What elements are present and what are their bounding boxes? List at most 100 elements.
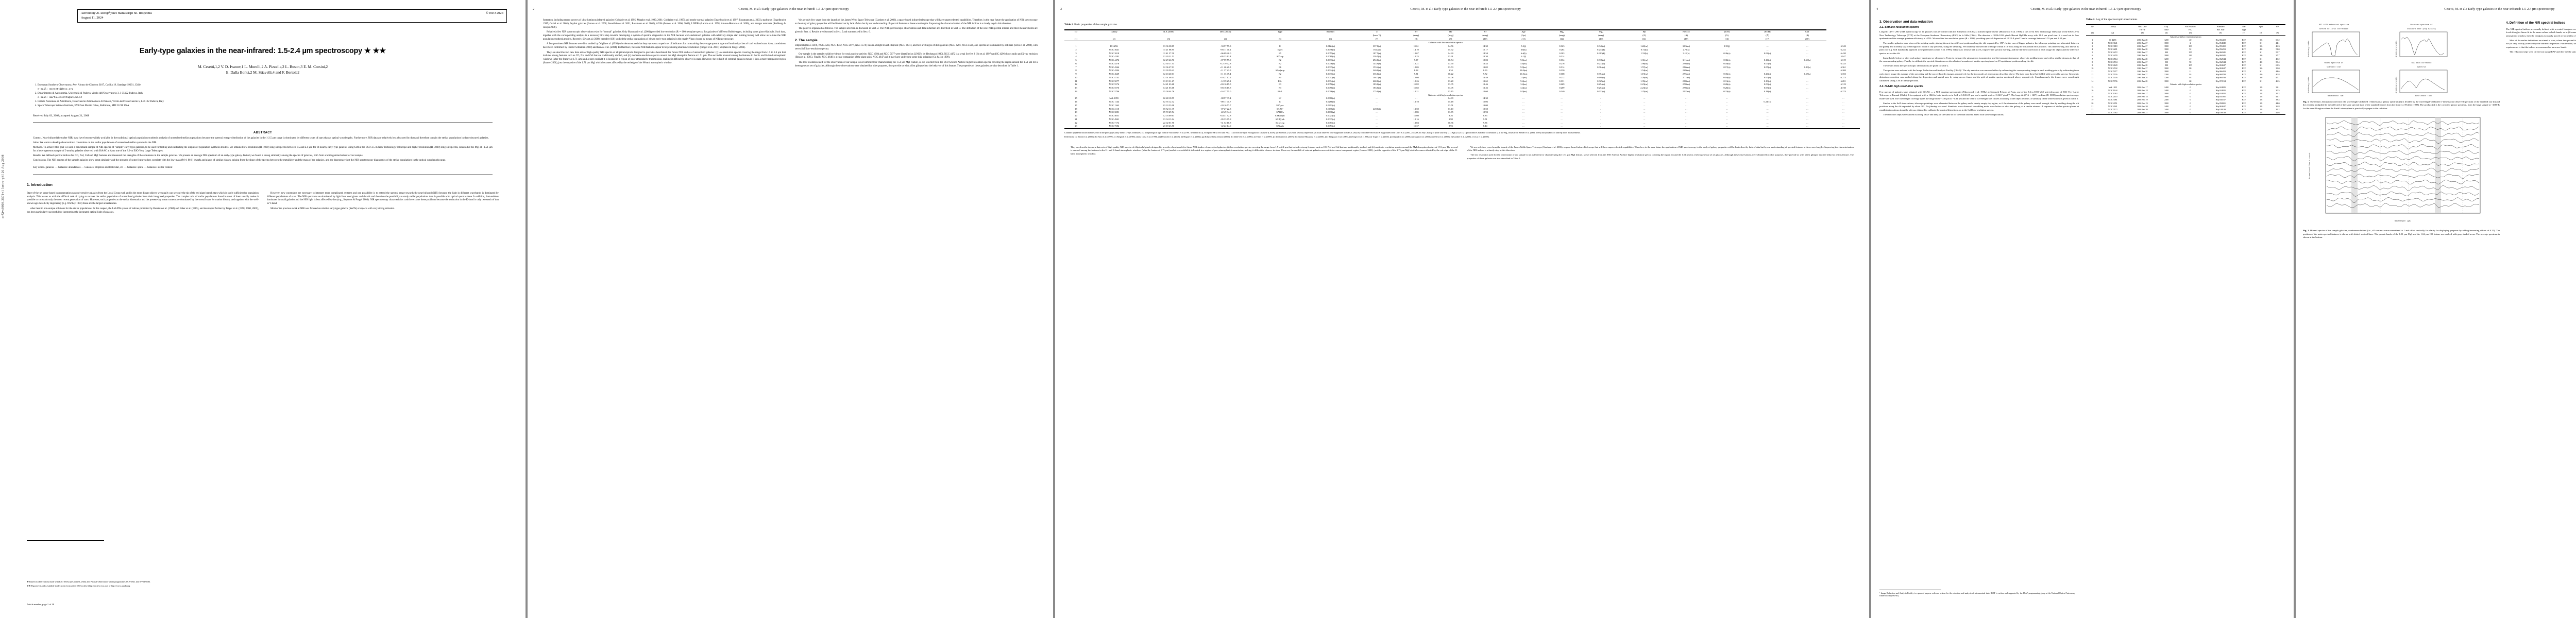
table-1-data-cell: 2.23(m) bbox=[1640, 87, 1648, 90]
table-1-data-cell: 0.276 bbox=[1559, 62, 1565, 65]
table-1-data-cell: SAB(rs)bc bbox=[1275, 114, 1285, 117]
table-2-data-cell: 2006 Feb 17 bbox=[2137, 92, 2148, 95]
table-1-data-cell: S0⁺ pec bbox=[1276, 104, 1284, 107]
table-1-data-cell: 0.323 bbox=[1559, 45, 1565, 48]
table-1-data-cell: 3.11(m) bbox=[1682, 59, 1690, 62]
table-1-data-cell: … bbox=[1842, 100, 1844, 104]
table-2-data-cell: Hip 055410 bbox=[2215, 44, 2226, 47]
table-1-data-cell: … bbox=[1842, 107, 1844, 110]
table-2-data-cell: 3.1 bbox=[2260, 70, 2263, 73]
table-2-colnum-cell: (7) bbox=[2235, 31, 2252, 36]
table-2-data-cell: B5V bbox=[2242, 89, 2246, 92]
article-number: Article number, page 1 of 18 bbox=[27, 603, 54, 606]
fig1-y-label: Arbitrary Units bbox=[2395, 77, 2398, 93]
table-1-data-cell: 9.51 bbox=[1483, 117, 1487, 121]
table-2-data-cell: 1.8 bbox=[2260, 89, 2263, 92]
table-2-data-cell: 19 bbox=[2091, 98, 2094, 101]
table-1-unit-cell: (mag) bbox=[1598, 33, 1604, 37]
table-1-data-cell: … bbox=[1842, 117, 1844, 121]
table-2-caption: Table 2. Log of the spectroscopic observ… bbox=[2086, 18, 2285, 22]
table-1-data-cell: … bbox=[1415, 104, 1417, 107]
table-1-data-cell: 22 bbox=[1075, 121, 1077, 124]
table-1-unit-cell: (mag) bbox=[1448, 33, 1454, 37]
table-row: 14 NGC 5796 2002 Jun 28 1800 60 Hip 072154 B5V… bbox=[2086, 80, 2285, 83]
table-1-data-cell: 10.36 bbox=[1448, 121, 1453, 124]
table-2-data-cell: Mrk 1055 bbox=[2108, 85, 2117, 89]
table-1-colnum-cell: (12) bbox=[1544, 37, 1579, 42]
table-2-data-cell: NGC 4649 bbox=[2108, 63, 2117, 66]
fig1-panel-c-title-1: Model spectrum of bbox=[2325, 62, 2344, 64]
table-1-data-cell: … bbox=[1826, 125, 1860, 129]
table-1-data-cell: 0.0050(a) bbox=[1326, 87, 1335, 90]
table-1-data-cell: … bbox=[1685, 100, 1688, 104]
table-1-data-cell: −20 16 57.7 bbox=[1219, 104, 1231, 107]
table-1-data-cell: 0.254(a) bbox=[1597, 83, 1605, 86]
table-row: 21 NGC 4941 2006 Feb 20 2400 0 Hip 063637 B3V 1… bbox=[2086, 105, 2285, 108]
page-title: Early-type galaxies in the near-infrared… bbox=[139, 46, 386, 55]
table-2-data-cell: B5V bbox=[2242, 101, 2246, 105]
table-2-data-cell: Hip 109139 bbox=[2215, 108, 2226, 111]
received-line: Received July 03, 2008; accepted August … bbox=[33, 114, 90, 117]
table-row: 13 NGC 5576 2002 Jun 28 1200 93 Hip 069708 B3V… bbox=[2086, 76, 2285, 79]
table-2-unit-cell: Ref. Star bbox=[2217, 28, 2225, 31]
table-1-data-cell: 0.39(j) bbox=[1723, 45, 1730, 48]
table-1-colnum-cell: (18) bbox=[1788, 37, 1827, 42]
table-2-group-heading: Galaxies with high-resolution spectra bbox=[2086, 83, 2285, 86]
table-1-data-cell: 13.02 bbox=[1482, 65, 1488, 68]
table-1-data-cell: … bbox=[1747, 125, 1788, 129]
table-2-data-cell: 1800 bbox=[2164, 92, 2169, 95]
table-2-data-cell: B3V bbox=[2242, 85, 2246, 89]
fig1-y-label: Arbitrary Units bbox=[2308, 41, 2310, 57]
table-1-data-cell: … bbox=[1376, 117, 1378, 121]
table-1-data-cell: 14 bbox=[1075, 90, 1077, 93]
table-1-data-cell: SA(s)a sp bbox=[1275, 69, 1285, 72]
table-row: 2 NGC 3641 2002 Jun 27 1800 2 Hip 054849 B5V 3.… bbox=[2086, 42, 2285, 45]
abstract-body: Context. Near-infrared (hereafter NIR) d… bbox=[33, 136, 493, 163]
table-2-header-row-1: ID Galaxy Obs. Date Exp. Slit Position Standa… bbox=[2086, 24, 2285, 29]
table-1-data-cell: … bbox=[1643, 107, 1646, 110]
table-1-data-cell: 2.98(m) bbox=[1682, 62, 1690, 65]
table-row: 3 NGC 3818 2002 Jun 27 1800 100 Hip 055410 B3V… bbox=[2086, 45, 2285, 48]
table-2-unit-cell: P.A. bbox=[2189, 28, 2192, 31]
table-1-data-cell: … bbox=[1643, 55, 1646, 58]
table-2-data-cell: 2002 Jun 27 bbox=[2137, 66, 2148, 70]
table-2-data-cell: 92 bbox=[2189, 48, 2192, 51]
table-1-data-cell: … bbox=[1561, 97, 1563, 100]
table-2-data-cell: 0 bbox=[2190, 101, 2191, 105]
table-1-data-cell: 2 bbox=[1075, 48, 1077, 51]
table-1-data-cell: 6.4(k) bbox=[1520, 52, 1527, 55]
table-2-data-cell: NGC 1144 bbox=[2108, 89, 2117, 92]
table-1-unit-cell bbox=[1197, 34, 1254, 38]
table-2-data-cell: NGC 1362 bbox=[2108, 92, 2117, 95]
table-1-data-cell: +11 33 09.4 bbox=[1219, 73, 1231, 76]
table-1-data-cell: 2.69(m) bbox=[1682, 69, 1690, 72]
table-2-data-cell: Hip 069708 bbox=[2215, 76, 2226, 79]
table-1-data-cell: 13 bbox=[1075, 87, 1077, 90]
table-1-data-cell: 9.86 bbox=[1483, 121, 1487, 124]
table-1-data-cell: 2.86(m) bbox=[1682, 65, 1690, 68]
table-1-data-cell: … bbox=[1522, 121, 1525, 124]
table-1-data-cell: 1.96(m) bbox=[1640, 62, 1648, 65]
paragraph: We are only few years from the launch of… bbox=[1467, 145, 1854, 152]
table-1-data-cell: 8.90 bbox=[1483, 69, 1487, 72]
table-1-colnum-cell: (17) bbox=[1747, 37, 1788, 42]
table-1-data-cell: 13 36 38.85 bbox=[1163, 45, 1175, 48]
table-1-data-cell: 12 39 59.43 bbox=[1163, 69, 1175, 72]
table-1-data-cell: 240.0(a) bbox=[1372, 69, 1381, 72]
table-1-data-cell: 9.72 bbox=[1483, 73, 1487, 76]
table-2-data-cell: B5V bbox=[2242, 79, 2246, 82]
table-2-data-cell: 2002 Jun 28 bbox=[2137, 76, 2148, 79]
table-2-data-cell: 2006 Feb 20 bbox=[2137, 108, 2148, 111]
table-1-data-cell: 02 55 12.32 bbox=[1163, 100, 1175, 104]
table-2-data-cell: Hip 024825 bbox=[2215, 85, 2226, 89]
table-1-data-cell: … bbox=[1685, 117, 1688, 121]
table-2-data-cell: B2V bbox=[2242, 48, 2246, 51]
table-1-unit-cell: (Å) bbox=[1642, 33, 1646, 37]
page-5-right-column: 4. Definition of the NIR spectral indice… bbox=[2506, 19, 2576, 244]
table-row: 16 NGC 1144 2006 Feb 18 2400 0 Hip 024825 B5V 1… bbox=[2086, 89, 2285, 92]
table-2-data-cell: 4.0 bbox=[2260, 48, 2263, 51]
table-2-data-cell: Hip 060341 bbox=[2215, 51, 2226, 54]
table-2-header-cell: Aper. bbox=[2252, 24, 2270, 29]
table-2-data-cell: NGC 4472 bbox=[2108, 51, 2117, 54]
table-2-data-cell: 1800 bbox=[2164, 79, 2169, 82]
